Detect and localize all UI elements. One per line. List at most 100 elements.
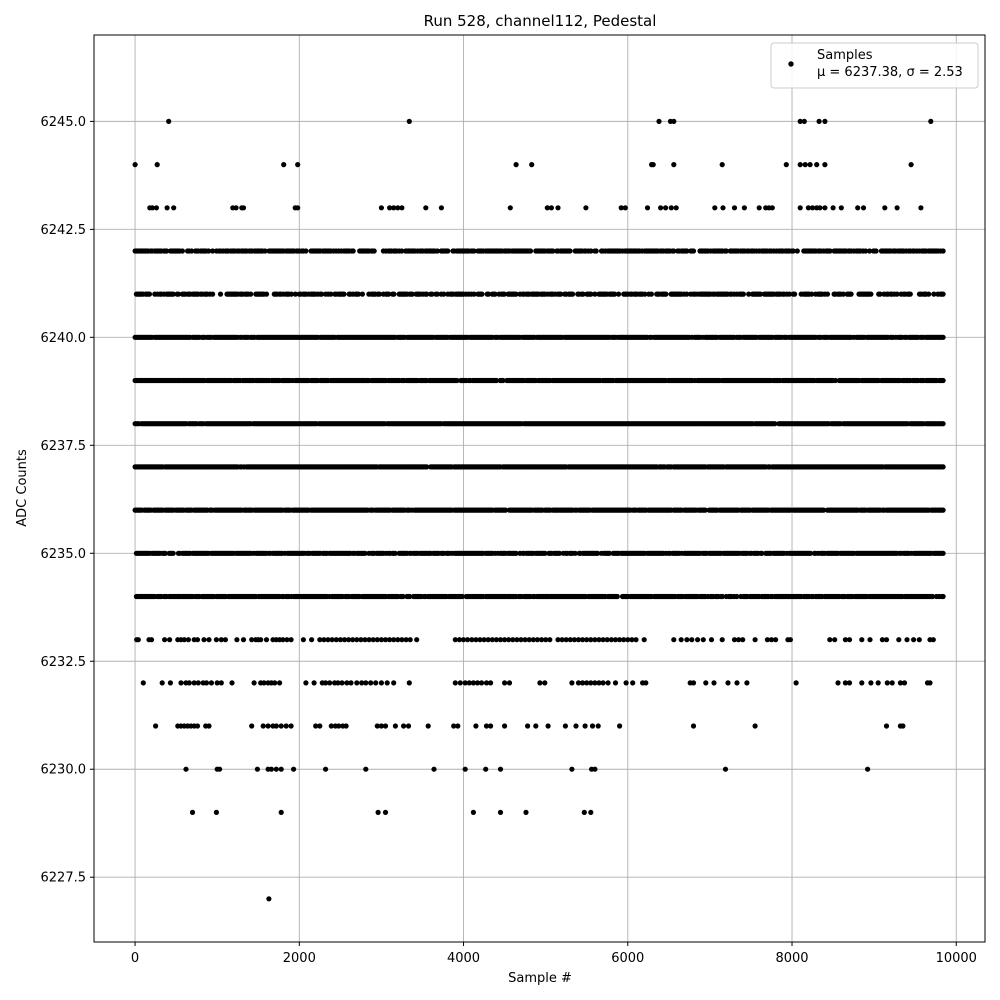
data-point xyxy=(391,291,397,297)
data-point xyxy=(663,205,669,211)
data-points xyxy=(132,118,946,902)
data-point xyxy=(918,205,924,211)
data-point xyxy=(359,291,365,297)
data-point xyxy=(802,162,808,168)
data-point xyxy=(940,550,946,556)
data-point xyxy=(756,205,762,211)
data-point xyxy=(740,291,747,297)
data-point xyxy=(614,593,620,600)
data-point xyxy=(830,205,836,211)
data-point xyxy=(572,550,578,556)
data-point xyxy=(940,291,946,297)
data-point xyxy=(689,637,695,643)
data-point xyxy=(940,334,946,340)
data-point xyxy=(217,291,224,297)
data-point xyxy=(719,162,725,168)
data-point xyxy=(529,162,535,168)
data-point xyxy=(210,291,216,297)
data-point xyxy=(309,637,315,643)
data-point xyxy=(555,205,561,211)
data-point xyxy=(807,162,813,168)
data-point xyxy=(848,291,854,297)
data-point xyxy=(633,637,639,643)
data-point xyxy=(593,248,599,254)
data-point xyxy=(542,550,548,556)
data-point xyxy=(616,291,622,297)
data-point xyxy=(650,162,656,168)
data-point xyxy=(894,205,900,211)
data-point xyxy=(712,205,718,211)
data-point xyxy=(303,248,309,254)
data-point xyxy=(907,291,913,297)
data-point xyxy=(690,248,697,254)
data-point xyxy=(234,637,240,643)
data-point xyxy=(855,205,861,211)
data-point xyxy=(288,637,294,643)
data-point xyxy=(908,162,914,168)
data-point xyxy=(185,637,191,643)
data-point xyxy=(445,248,451,254)
data-point xyxy=(794,248,800,254)
data-point xyxy=(135,637,141,643)
data-point xyxy=(940,421,946,427)
data-point xyxy=(548,205,555,211)
data-point xyxy=(940,593,946,600)
data-point xyxy=(678,637,684,643)
data-point xyxy=(407,637,413,643)
data-point xyxy=(424,464,430,470)
data-point xyxy=(222,637,228,643)
data-point xyxy=(797,205,803,211)
data-point xyxy=(423,205,429,211)
data-point xyxy=(720,205,726,211)
data-point xyxy=(570,291,576,297)
data-point xyxy=(507,205,513,211)
data-point xyxy=(940,377,946,384)
data-point xyxy=(673,205,679,211)
data-point xyxy=(527,248,534,254)
data-point xyxy=(503,507,509,513)
data-point xyxy=(783,162,789,168)
data-point xyxy=(708,637,715,643)
data-point xyxy=(928,118,934,124)
data-point xyxy=(731,205,738,211)
data-point xyxy=(719,593,726,600)
data-point xyxy=(641,637,647,643)
data-point xyxy=(459,593,465,600)
data-point xyxy=(350,248,356,254)
data-point xyxy=(648,291,655,297)
data-point xyxy=(400,593,406,600)
data-point xyxy=(769,205,775,211)
data-point xyxy=(838,205,844,211)
data-point xyxy=(816,118,822,124)
data-point xyxy=(556,550,563,556)
data-point xyxy=(814,162,820,168)
data-point xyxy=(940,507,946,513)
data-point xyxy=(595,550,601,556)
data-point xyxy=(824,291,831,297)
data-point xyxy=(194,637,201,643)
data-point xyxy=(438,205,444,211)
data-point xyxy=(822,118,828,124)
data-point xyxy=(240,637,247,643)
data-point xyxy=(148,637,155,643)
data-point xyxy=(547,637,553,643)
data-point xyxy=(926,291,932,297)
data-point xyxy=(179,248,185,254)
data-point xyxy=(371,248,377,254)
data-point xyxy=(240,205,247,211)
data-point xyxy=(644,205,651,211)
data-point xyxy=(817,205,823,211)
data-point xyxy=(671,637,677,643)
data-point xyxy=(206,637,212,643)
data-point xyxy=(801,118,807,124)
data-point xyxy=(248,291,254,297)
data-point xyxy=(406,118,412,124)
data-point xyxy=(940,248,946,254)
data-point xyxy=(700,637,706,643)
data-point xyxy=(822,205,828,211)
data-point xyxy=(792,291,798,297)
data-point xyxy=(132,162,138,168)
data-point xyxy=(281,162,287,168)
data-point xyxy=(295,205,301,211)
data-point xyxy=(263,637,270,643)
